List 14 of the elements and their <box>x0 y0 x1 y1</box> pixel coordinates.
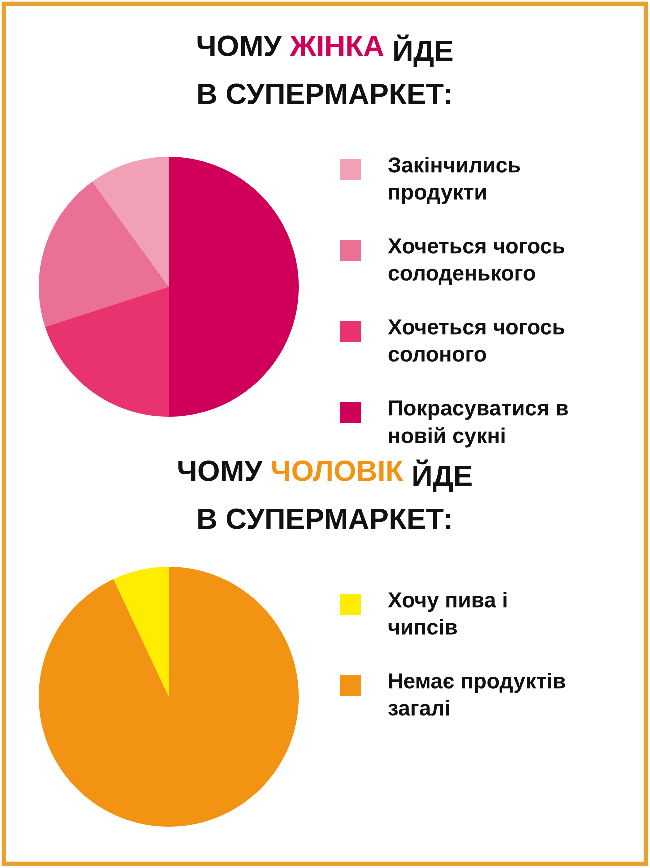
legend-label: Хочу пива і чипсів <box>388 592 507 635</box>
chart-title: ЧОМУ ЖІНКА ЙДЕ В СУПЕРМАРКЕТ: <box>198 34 453 104</box>
pie-slice <box>114 567 169 697</box>
chart-title: ЧОМУ ЧОЛОВІК ЙДЕ В СУПЕРМАРКЕТ: <box>178 460 472 530</box>
legend-label: Хочеться чогось солоденького <box>388 238 565 285</box>
legend-label: Покрасуватися в новій сукні <box>389 400 568 448</box>
legend-label: Немає продуктів загалі <box>388 673 566 716</box>
pie-slice <box>45 287 169 417</box>
pie-slice <box>169 157 299 417</box>
legend-label: Хочеться чогось солоного <box>388 320 565 362</box>
pie-slice <box>39 182 169 328</box>
pie-slice <box>39 567 299 827</box>
legend-label: Закінчились продукти <box>388 157 520 204</box>
pie-slice <box>92 157 169 287</box>
